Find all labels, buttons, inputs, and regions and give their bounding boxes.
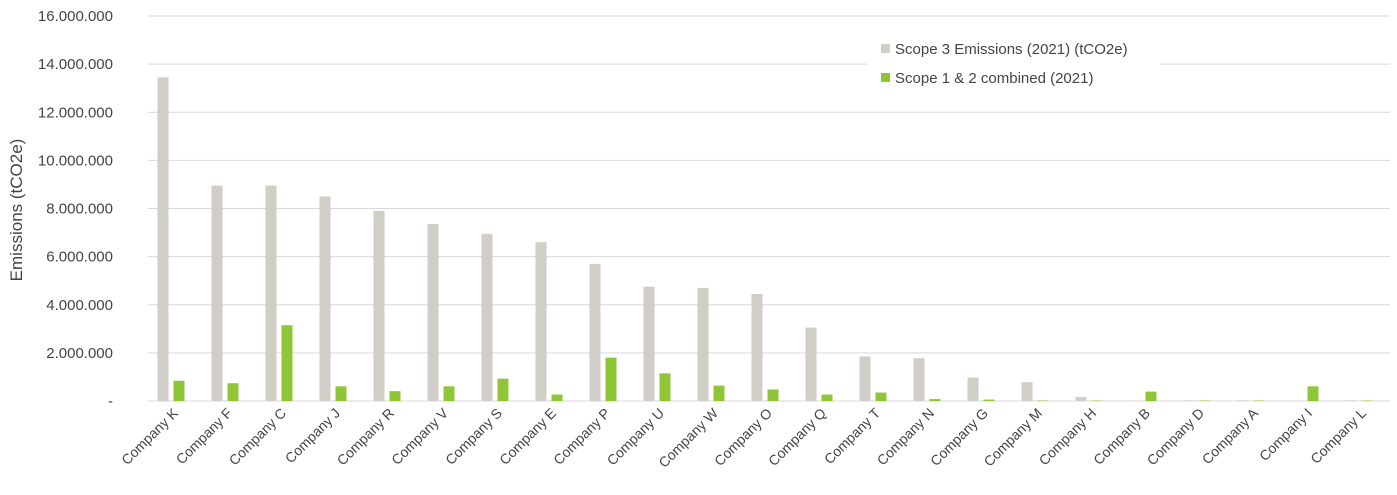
y-tick-label: 2.000.000 [46,345,113,362]
x-tick-label: Company S [442,405,505,468]
bar-scope12 [713,385,725,401]
bar-scope3 [697,287,709,401]
y-tick-label: 6.000.000 [46,249,113,266]
bar-scope12 [227,383,239,401]
bar-scope12 [1091,400,1103,401]
y-tick-label: - [108,393,113,410]
bar-scope12 [1145,391,1157,401]
legend-swatch-scope12 [881,73,890,82]
bar-scope12 [821,394,833,401]
gridlines [148,15,1390,402]
bar-scope3 [751,293,763,401]
x-tick-label: Company L [1307,405,1369,467]
x-tick-label: Company M [980,405,1045,470]
bar-scope3 [859,356,871,401]
bar-scope12 [173,380,185,401]
x-tick-label: Company E [496,405,559,468]
bar-scope12 [1253,400,1265,401]
bar-scope12 [605,357,617,401]
legend-label-scope12: Scope 1 & 2 combined (2021) [895,70,1093,87]
bar-scope3 [157,77,169,401]
bar-scope3 [967,377,979,401]
bar-scope3 [211,185,223,401]
y-tick-label: 10.000.000 [38,152,113,169]
bar-scope3 [1021,382,1033,401]
bar-scope3 [805,327,817,401]
bar-scope12 [659,373,671,401]
bar-scope3 [1291,400,1303,401]
y-tick-label: 14.000.000 [38,56,113,73]
bar-scope3 [643,286,655,401]
bar-scope3 [1183,400,1195,401]
x-tick-label: Company W [655,404,721,470]
x-tick-label: Company R [334,405,398,469]
bar-scope12 [767,389,779,401]
x-tick-label: Company A [1199,404,1262,467]
bar-scope12 [875,392,887,401]
bar-scope12 [389,391,401,401]
bar-scope12 [1361,400,1373,401]
legend: Scope 3 Emissions (2021) (tCO2e) Scope 1… [867,30,1160,100]
bar-scope3 [535,242,547,401]
y-tick-label: 16.000.000 [38,8,113,25]
bar-scope3 [427,224,439,401]
bar-scope12 [983,399,995,401]
bar-scope3 [1129,400,1141,401]
x-tick-label: Company D [1144,405,1208,469]
y-tick-label: 12.000.000 [38,104,113,121]
bar-scope12 [497,378,509,401]
x-tick-label: Company Q [765,405,829,469]
bar-scope12 [281,325,293,401]
bar-scope3 [1237,400,1249,401]
bar-scope12 [443,386,455,401]
bar-scope12 [335,386,347,401]
legend-background [867,30,1160,100]
x-tick-label: Company V [388,404,452,468]
bar-scope12 [1199,400,1211,401]
y-axis-ticks: - 2.000.000 4.000.000 6.000.000 8.000.000 10.… [38,8,113,410]
bar-scope12 [1037,400,1049,401]
bar-scope3 [265,185,277,401]
bar-scope3 [319,196,331,401]
bar-scope3 [373,210,385,401]
x-tick-label: Company K [118,404,182,468]
x-tick-label: Company H [1036,405,1100,469]
y-tick-label: 4.000.000 [46,297,113,314]
bar-scope3 [589,263,601,401]
legend-label-scope3: Scope 3 Emissions (2021) (tCO2e) [895,41,1128,58]
bar-scope3 [913,358,925,401]
bar-scope12 [929,399,941,401]
legend-swatch-scope3 [881,44,890,53]
x-tick-label: Company C [226,405,290,469]
bar-scope12 [551,394,563,401]
bar-scope3 [481,233,493,401]
bars [157,77,1373,401]
y-axis-label: Emissions (tCO2e) [7,139,26,282]
bar-scope3 [1345,400,1357,401]
bar-scope12 [1307,386,1319,401]
bar-scope3 [1075,396,1087,401]
y-tick-label: 8.000.000 [46,201,113,218]
